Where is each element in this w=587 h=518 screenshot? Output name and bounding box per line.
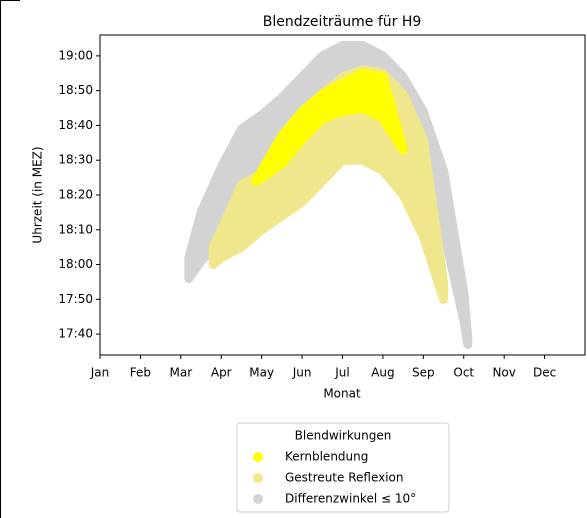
chart-title: Blendzeiträume für H9 — [263, 14, 422, 30]
y-tick-label: 19:00 — [58, 48, 93, 62]
legend-swatch — [253, 473, 263, 483]
legend-swatch — [253, 494, 263, 504]
x-tick-label: Oct — [453, 366, 474, 380]
y-tick-label: 17:40 — [58, 327, 93, 341]
y-tick-label: 18:50 — [58, 83, 93, 97]
y-tick-label: 17:50 — [58, 292, 93, 306]
x-tick-label: Sep — [412, 366, 435, 380]
y-tick-label: 18:00 — [58, 257, 93, 271]
y-tick-label: 18:40 — [58, 118, 93, 132]
legend-label: Differenzwinkel ≤ 10° — [285, 492, 416, 506]
x-tick-label: Jan — [90, 366, 110, 380]
legend-label: Gestreute Reflexion — [285, 471, 404, 485]
legend-box — [236, 422, 450, 513]
x-tick-label: Jul — [334, 366, 349, 380]
x-tick-label: Feb — [130, 366, 151, 380]
y-axis-label: Uhrzeit (in MEZ) — [31, 146, 45, 243]
x-tick-label: Dec — [533, 366, 556, 380]
x-tick-label: Aug — [371, 366, 394, 380]
x-tick-label: Mar — [170, 366, 193, 380]
x-tick-label: May — [249, 366, 274, 380]
y-tick-label: 18:30 — [58, 153, 93, 167]
x-tick-label: Jun — [292, 366, 312, 380]
x-axis-label: Monat — [323, 387, 361, 401]
x-tick-label: Apr — [211, 366, 232, 380]
band-area — [251, 68, 408, 186]
y-tick-label: 18:10 — [58, 222, 93, 236]
x-tick-label: Nov — [492, 366, 515, 380]
y-tick-label: 18:20 — [58, 188, 93, 202]
plot — [184, 40, 473, 350]
legend-label: Kernblendung — [285, 450, 368, 464]
legend-title: Blendwirkungen — [295, 429, 392, 443]
legend-swatch — [253, 452, 263, 462]
